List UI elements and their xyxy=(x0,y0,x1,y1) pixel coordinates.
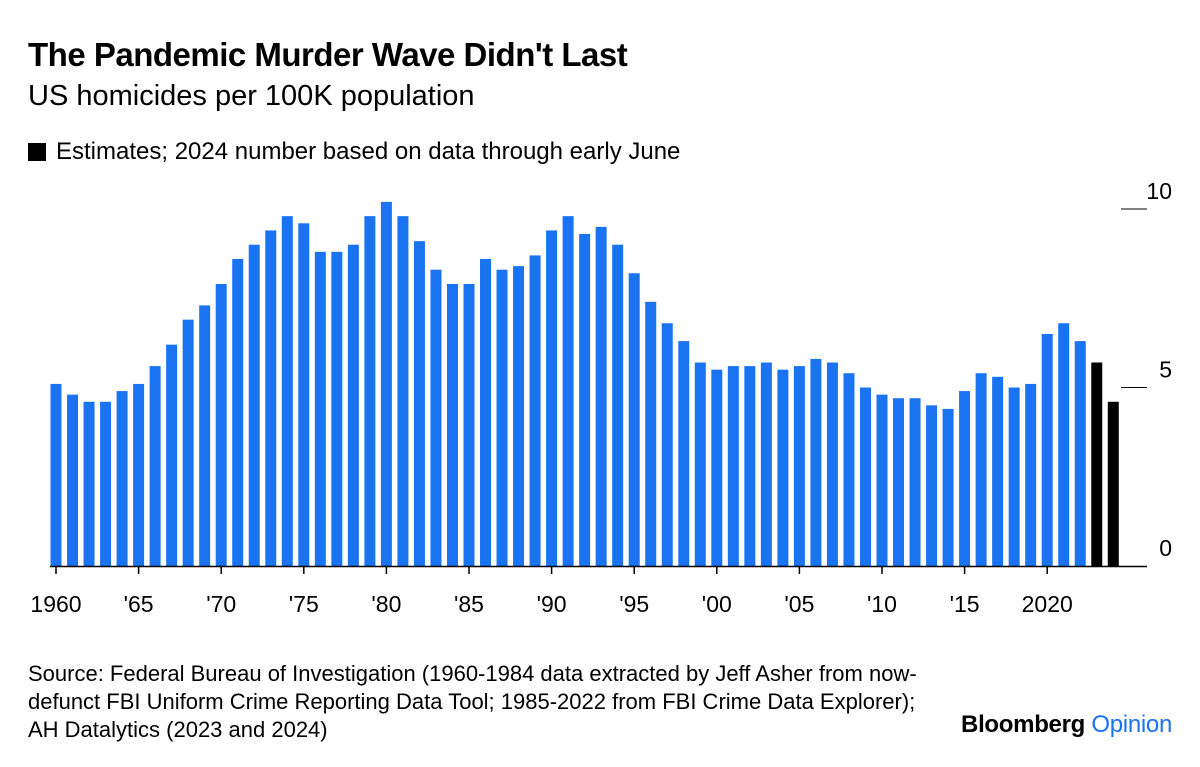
bar-1970 xyxy=(215,283,227,566)
x-tick-label-2020: 2020 xyxy=(1022,591,1073,617)
bar-2023 xyxy=(1091,362,1103,566)
x-tick-label-2010: '10 xyxy=(867,591,897,617)
chart-subtitle: US homicides per 100K population xyxy=(28,80,475,112)
x-tick-label-2015: '15 xyxy=(950,591,980,617)
bar-1995 xyxy=(628,273,640,566)
brand-section: Opinion xyxy=(1091,711,1172,738)
bar-1964 xyxy=(116,391,128,566)
x-tick-label-2005: '05 xyxy=(784,591,814,617)
bar-chart: 0 5 10 1960 '65 '70 '75 '80 '85 '90 '95 '00 '05 '10 '… xyxy=(30,178,1172,617)
legend-label-estimates: Estimates; 2024 number based on data thr… xyxy=(56,138,681,165)
x-tick-label-1975: '75 xyxy=(289,591,319,617)
bar-1974 xyxy=(281,216,293,566)
bar-2005 xyxy=(793,366,805,566)
bar-1979 xyxy=(364,216,376,566)
bar-1968 xyxy=(182,319,194,566)
x-tick-label-1970: '70 xyxy=(206,591,236,617)
brand-name: Bloomberg xyxy=(961,711,1085,738)
chart-title: The Pandemic Murder Wave Didn't Last xyxy=(28,36,628,73)
bar-1966 xyxy=(149,366,161,566)
bar-2024 xyxy=(1107,401,1119,566)
bar-2012 xyxy=(909,398,921,566)
bar-2014 xyxy=(942,408,954,566)
bar-2021 xyxy=(1058,323,1070,566)
bar-2022 xyxy=(1074,341,1086,566)
x-tick-label-1985: '85 xyxy=(454,591,484,617)
bar-1997 xyxy=(661,323,673,566)
bar-2008 xyxy=(843,373,855,566)
bar-1993 xyxy=(595,226,607,566)
bar-1965 xyxy=(133,383,145,566)
bar-1978 xyxy=(347,244,359,566)
bar-1991 xyxy=(562,216,574,566)
bar-2009 xyxy=(859,387,871,566)
bar-2010 xyxy=(876,394,888,566)
bar-1962 xyxy=(83,401,95,566)
bar-2006 xyxy=(810,358,822,566)
bar-1992 xyxy=(579,233,591,567)
bar-1967 xyxy=(166,344,178,566)
x-tick-label-1995: '95 xyxy=(619,591,649,617)
bar-2011 xyxy=(893,398,905,566)
y-tick-label-0: 0 xyxy=(1159,535,1172,561)
bar-1981 xyxy=(397,216,409,566)
bar-1988 xyxy=(513,266,525,566)
bar-1961 xyxy=(67,394,79,566)
bar-2019 xyxy=(1025,383,1037,566)
bar-2000 xyxy=(711,369,723,566)
bar-1986 xyxy=(480,258,492,566)
bar-1963 xyxy=(100,401,112,566)
x-tick-label-2000: '00 xyxy=(702,591,732,617)
bar-2016 xyxy=(975,373,987,566)
bar-2003 xyxy=(760,362,772,566)
bar-1994 xyxy=(612,244,624,566)
bar-1987 xyxy=(496,269,508,566)
bar-1977 xyxy=(331,251,343,566)
bars-group xyxy=(50,201,1119,567)
bar-1984 xyxy=(446,283,458,566)
bar-1989 xyxy=(529,255,541,566)
y-axis: 0 5 10 xyxy=(1121,178,1172,561)
bar-1985 xyxy=(463,283,475,566)
bar-1982 xyxy=(413,241,425,566)
bar-1969 xyxy=(199,305,211,566)
bar-2017 xyxy=(992,376,1004,566)
bar-1998 xyxy=(678,341,690,566)
bar-2007 xyxy=(826,362,838,566)
x-tick-label-1965: '65 xyxy=(124,591,154,617)
bar-1980 xyxy=(380,201,392,567)
y-tick-label-10: 10 xyxy=(1146,178,1172,204)
bar-1990 xyxy=(546,230,558,567)
bar-1975 xyxy=(298,223,310,566)
source-note: Source: Federal Bureau of Investigation … xyxy=(28,661,917,742)
bar-2020 xyxy=(1041,333,1053,566)
bar-1976 xyxy=(314,251,326,566)
bar-2004 xyxy=(777,369,789,566)
legend-swatch-estimates xyxy=(28,143,46,161)
bar-2013 xyxy=(926,405,938,566)
bar-2002 xyxy=(744,366,756,566)
bar-1960 xyxy=(50,383,62,566)
x-axis: 1960 '65 '70 '75 '80 '85 '90 '95 '00 '05 '10 '15 202… xyxy=(30,565,1147,617)
bar-1983 xyxy=(430,269,442,566)
legend: Estimates; 2024 number based on data thr… xyxy=(28,138,680,166)
x-tick-label-1960: 1960 xyxy=(30,591,81,617)
bar-1973 xyxy=(265,230,277,567)
brand-logo: Bloomberg Opinion xyxy=(961,711,1172,739)
bar-2018 xyxy=(1008,387,1020,566)
y-tick-label-5: 5 xyxy=(1159,357,1172,383)
bar-1996 xyxy=(645,301,657,566)
bar-1972 xyxy=(248,244,260,566)
bar-1999 xyxy=(694,362,706,566)
bar-1971 xyxy=(232,258,244,566)
x-tick-label-1980: '80 xyxy=(371,591,401,617)
bar-2015 xyxy=(959,391,971,566)
bar-2001 xyxy=(727,366,739,566)
x-tick-label-1990: '90 xyxy=(537,591,567,617)
